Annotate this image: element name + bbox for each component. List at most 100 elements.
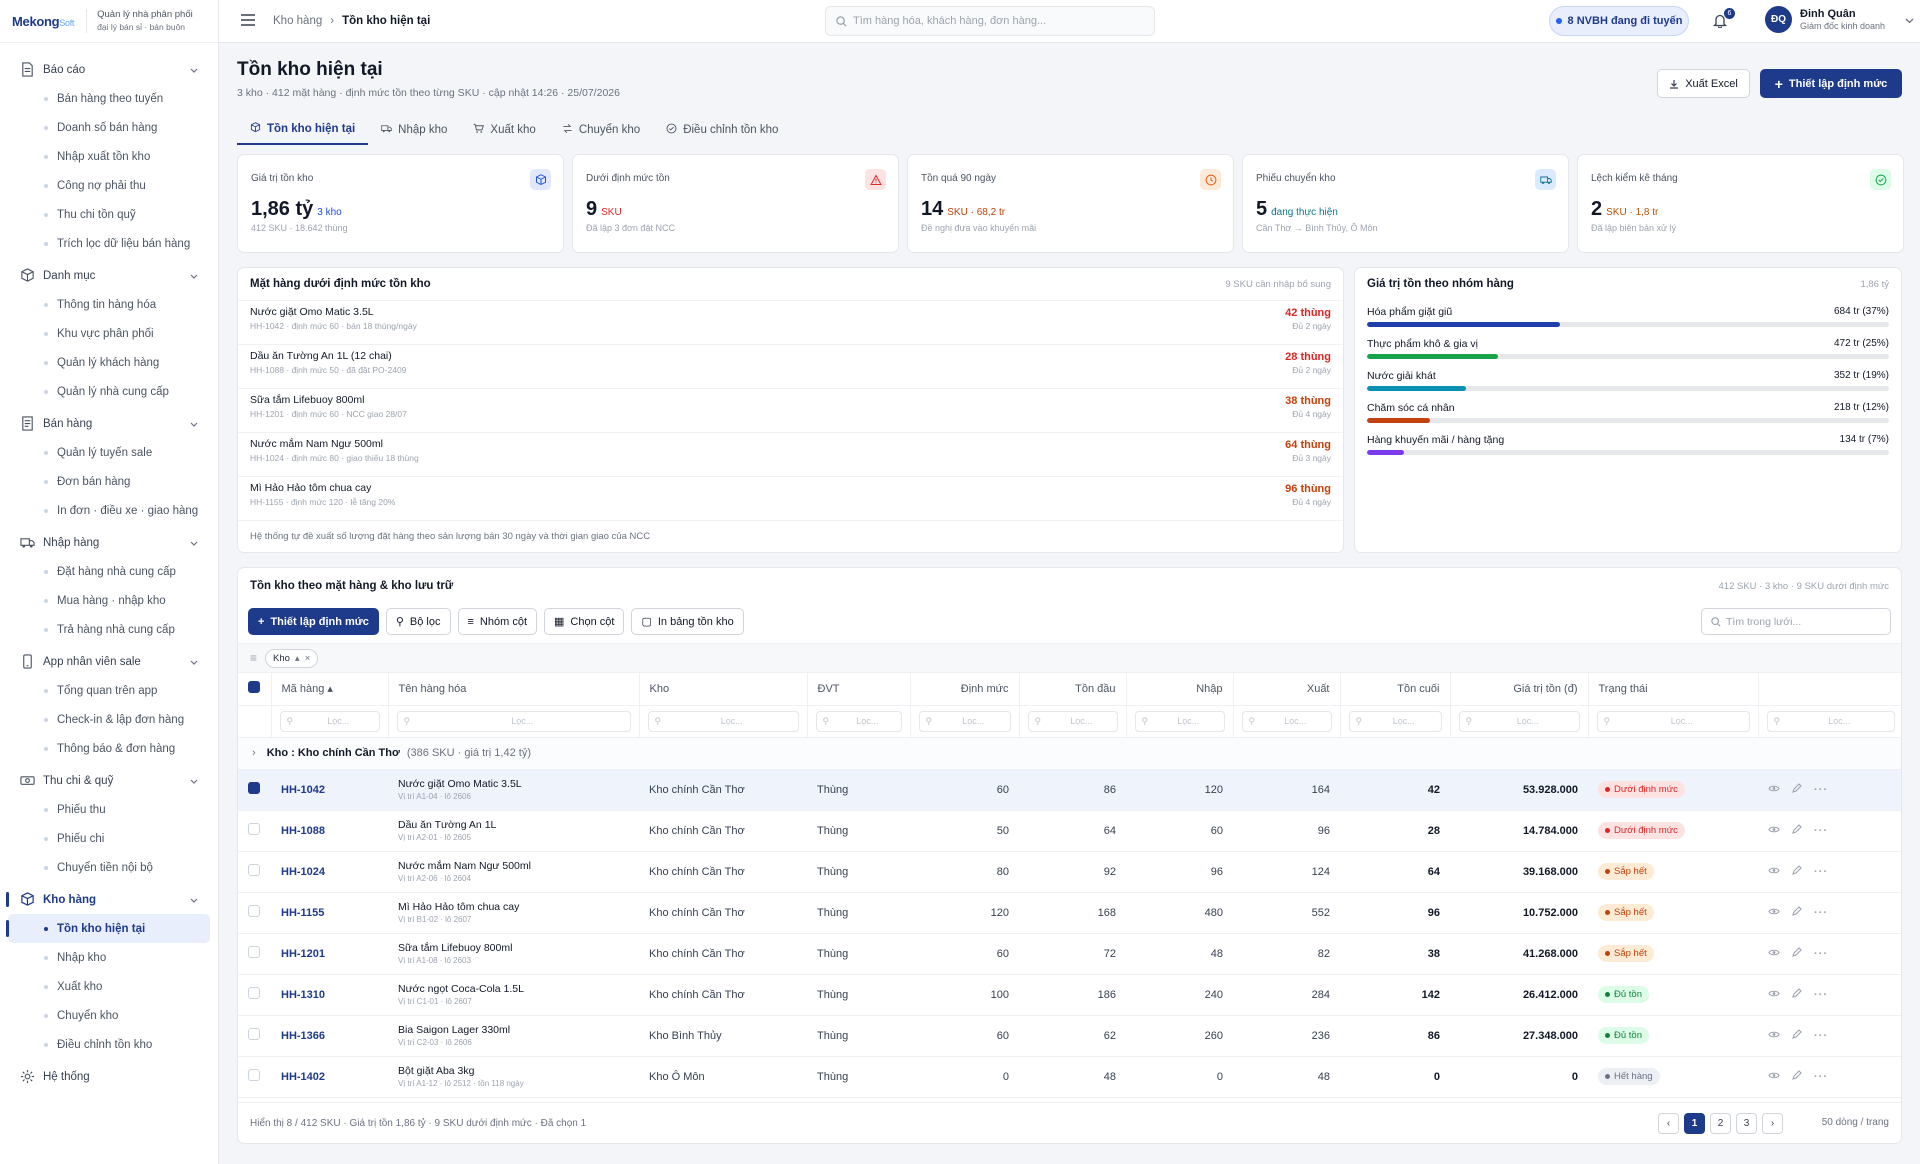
column-filter-input[interactable]: ⚲ Lọc... bbox=[279, 710, 380, 732]
group-chip-warehouse[interactable]: Kho ▴ × bbox=[265, 648, 319, 668]
sidebar-group-danh-muc[interactable]: Danh mục bbox=[0, 261, 218, 290]
eye-icon[interactable] bbox=[1768, 825, 1780, 837]
column-filter-input[interactable]: ⚲ Lọc... bbox=[1348, 710, 1442, 732]
column-header-trang-thai[interactable]: Trạng thái bbox=[1588, 673, 1759, 706]
sidebar-group-kho-hang[interactable]: Kho hàng bbox=[0, 885, 218, 914]
eye-icon[interactable] bbox=[1768, 866, 1780, 878]
eye-icon[interactable] bbox=[1768, 907, 1780, 919]
print-inventory-button[interactable]: ▢ In bảng tồn kho bbox=[631, 608, 744, 635]
row-checkbox[interactable] bbox=[248, 905, 260, 917]
column-header-ton-dau[interactable]: Tồn đầu bbox=[1019, 673, 1127, 706]
sidebar-item-chuyen-kho[interactable]: Chuyển kho bbox=[0, 1001, 218, 1030]
table-row[interactable]: HH-1042 Nước giặt Omo Matic 3.5L Vị trí A… bbox=[238, 769, 1901, 811]
sidebar-item-quan-ly-khach-hang[interactable]: Quản lý khách hàng bbox=[0, 348, 218, 377]
row-checkbox-cell[interactable] bbox=[238, 1056, 271, 1098]
row-checkbox-cell[interactable] bbox=[238, 1015, 271, 1057]
page-button[interactable]: 2 bbox=[1710, 1113, 1731, 1134]
menu-icon[interactable] bbox=[241, 14, 255, 29]
table-row[interactable]: HH-1402 Bột giặt Aba 3kg Vị trí A1-12 · l… bbox=[238, 1056, 1901, 1098]
sidebar-group-app-nhan-vien-sale[interactable]: App nhân viên sale bbox=[0, 647, 218, 676]
row-checkbox[interactable] bbox=[248, 864, 260, 876]
export-excel-button[interactable]: Xuất Excel bbox=[1657, 69, 1750, 98]
sku-code-link[interactable]: HH-1155 bbox=[281, 906, 325, 919]
column-header-gia-tri-ton-d[interactable]: Giá trị tồn (đ) bbox=[1450, 673, 1589, 706]
sku-code-link[interactable]: HH-1088 bbox=[281, 824, 326, 837]
more-icon[interactable]: ··· bbox=[1814, 988, 1828, 1001]
edit-icon[interactable] bbox=[1792, 947, 1802, 960]
select-all-checkbox-cell[interactable] bbox=[238, 673, 272, 706]
user-menu[interactable]: ĐQ Đinh Quân Giám đốc kinh doanh bbox=[1765, 6, 1914, 33]
row-checkbox-cell[interactable] bbox=[238, 851, 271, 893]
row-checkbox-cell[interactable] bbox=[238, 810, 271, 852]
column-filter-input[interactable]: ⚲ Lọc... bbox=[1134, 710, 1225, 732]
eye-icon[interactable] bbox=[1768, 1071, 1780, 1083]
sidebar-item-cong-no-phai-thu[interactable]: Công nợ phải thu bbox=[0, 171, 218, 200]
eye-icon[interactable] bbox=[1768, 989, 1780, 1001]
sidebar-item-nhap-kho[interactable]: Nhập kho bbox=[0, 943, 218, 972]
sku-code-link[interactable]: HH-1402 bbox=[281, 1070, 326, 1083]
sidebar-group-nhap-hang[interactable]: Nhập hàng bbox=[0, 528, 218, 557]
page-button[interactable]: 3 bbox=[1736, 1113, 1757, 1134]
column-header-nhap[interactable]: Nhập bbox=[1126, 673, 1234, 706]
column-filter-input[interactable]: ⚲ Lọc... bbox=[1027, 710, 1118, 732]
kpi-card-lech-kiem-ke-thang[interactable]: Lệch kiểm kê tháng 2 SKU · 1,8 tr Đã lập … bbox=[1577, 154, 1904, 253]
tab-dieu-chinh-ton-kho[interactable]: Điều chỉnh tồn kho bbox=[653, 115, 791, 145]
sidebar-item-ban-hang-theo-tuyen[interactable]: Bán hàng theo tuyến bbox=[0, 84, 218, 113]
row-checkbox-cell[interactable] bbox=[238, 769, 271, 811]
sidebar-item-check-in-lap-don-hang[interactable]: Check-in & lập đơn hàng bbox=[0, 705, 218, 734]
below-min-item[interactable]: Dầu ăn Tường An 1L (12 chai) HH-1088 · đ… bbox=[238, 344, 1343, 388]
sidebar-item-phieu-chi[interactable]: Phiếu chi bbox=[0, 824, 218, 853]
column-filter-input[interactable]: ⚲ Lọc... bbox=[396, 710, 631, 732]
table-row[interactable]: HH-1310 Nước ngọt Coca-Cola 1.5L Vị trí C… bbox=[238, 974, 1901, 1016]
sku-code-link[interactable]: HH-1024 bbox=[281, 865, 326, 878]
sidebar-item-tong-quan-tren-app[interactable]: Tổng quan trên app bbox=[0, 676, 218, 705]
sidebar-group-thu-chi-quy[interactable]: Thu chi & quỹ bbox=[0, 766, 218, 795]
row-checkbox[interactable] bbox=[248, 946, 260, 958]
row-checkbox[interactable] bbox=[248, 1069, 260, 1081]
edit-icon[interactable] bbox=[1792, 1029, 1802, 1042]
bell-icon[interactable]: 6 bbox=[1712, 8, 1735, 31]
sidebar-item-thu-chi-ton-quy[interactable]: Thu chi tồn quỹ bbox=[0, 200, 218, 229]
column-header-dvt[interactable]: ĐVT bbox=[807, 673, 911, 706]
setup-threshold-button[interactable]: + Thiết lập định mức bbox=[248, 608, 379, 635]
below-min-item[interactable]: Nước giặt Omo Matic 3.5L HH-1042 · định … bbox=[238, 300, 1343, 344]
logo[interactable]: MekongSoft Quản lý nhà phân phối đại lý b… bbox=[0, 0, 218, 43]
sku-code-link[interactable]: HH-1201 bbox=[281, 947, 326, 960]
more-icon[interactable]: ··· bbox=[1814, 1070, 1828, 1083]
row-checkbox[interactable] bbox=[248, 782, 260, 794]
sidebar-item-in-don-dieu-xe-giao-hang[interactable]: In đơn · điều xe · giao hàng bbox=[0, 496, 218, 525]
row-checkbox-cell[interactable] bbox=[238, 933, 271, 975]
below-min-item[interactable]: Sữa tắm Lifebuoy 800ml HH-1201 · định mứ… bbox=[238, 388, 1343, 432]
more-icon[interactable]: ··· bbox=[1814, 783, 1828, 796]
row-checkbox[interactable] bbox=[248, 823, 260, 835]
sidebar-item-thong-tin-hang-hoa[interactable]: Thông tin hàng hóa bbox=[0, 290, 218, 319]
sku-code-link[interactable]: HH-1042 bbox=[281, 783, 326, 796]
table-row[interactable]: HH-1024 Nước mắm Nam Ngư 500ml Vị trí A2-… bbox=[238, 851, 1901, 893]
sidebar-item-dat-hang-nha-cung-cap[interactable]: Đặt hàng nhà cung cấp bbox=[0, 557, 218, 586]
column-header-ten-hang-hoa[interactable]: Tên hàng hóa bbox=[388, 673, 640, 706]
next-page-button[interactable]: › bbox=[1762, 1113, 1783, 1134]
column-filter-input[interactable]: ⚲ Lọc... bbox=[1596, 710, 1750, 732]
sidebar-item-tra-hang-nha-cung-cap[interactable]: Trả hàng nhà cung cấp bbox=[0, 615, 218, 644]
below-min-item[interactable]: Nước mắm Nam Ngư 500ml HH-1024 · định mứ… bbox=[238, 432, 1343, 476]
sidebar-item-thong-bao-don-hang[interactable]: Thông báo & đơn hàng bbox=[0, 734, 218, 763]
choose-columns-button[interactable]: ▦ Chọn cột bbox=[544, 608, 625, 635]
sidebar-item-doanh-so-ban-hang[interactable]: Doanh số bán hàng bbox=[0, 113, 218, 142]
sales-route-status-pill[interactable]: 8 NVBH đang đi tuyến bbox=[1549, 6, 1689, 36]
edit-icon[interactable] bbox=[1792, 988, 1802, 1001]
sidebar-item-mua-hang-nhap-kho[interactable]: Mua hàng · nhập kho bbox=[0, 586, 218, 615]
column-header-xuat[interactable]: Xuất bbox=[1233, 673, 1341, 706]
row-checkbox-cell[interactable] bbox=[238, 974, 271, 1016]
drag-handle-icon[interactable]: ≡ bbox=[250, 651, 258, 665]
column-header-ton-cuoi[interactable]: Tồn cuối bbox=[1340, 673, 1451, 706]
column-filter-input[interactable]: ⚲ Lọc... bbox=[1766, 710, 1895, 732]
sidebar-item-nhap-xuat-ton-kho[interactable]: Nhập xuất tồn kho bbox=[0, 142, 218, 171]
page-size[interactable]: 50 dòng / trang bbox=[1821, 1117, 1889, 1128]
column-filter-input[interactable]: ⚲ Lọc... bbox=[647, 710, 799, 732]
column-filter-input[interactable]: ⚲ Lọc... bbox=[918, 710, 1011, 732]
more-icon[interactable]: ··· bbox=[1814, 1029, 1828, 1042]
kpi-card-phieu-chuyen-kho[interactable]: Phiếu chuyển kho 5 đang thực hiện Cần Thơ… bbox=[1242, 154, 1569, 253]
group-row[interactable]: › Kho : Kho chính Cần Thơ (386 SKU · giá… bbox=[238, 737, 1901, 770]
filter-button[interactable]: ⚲ Bộ lọc bbox=[385, 608, 451, 635]
setup-threshold-button[interactable]: + Thiết lập định mức bbox=[1760, 69, 1902, 98]
